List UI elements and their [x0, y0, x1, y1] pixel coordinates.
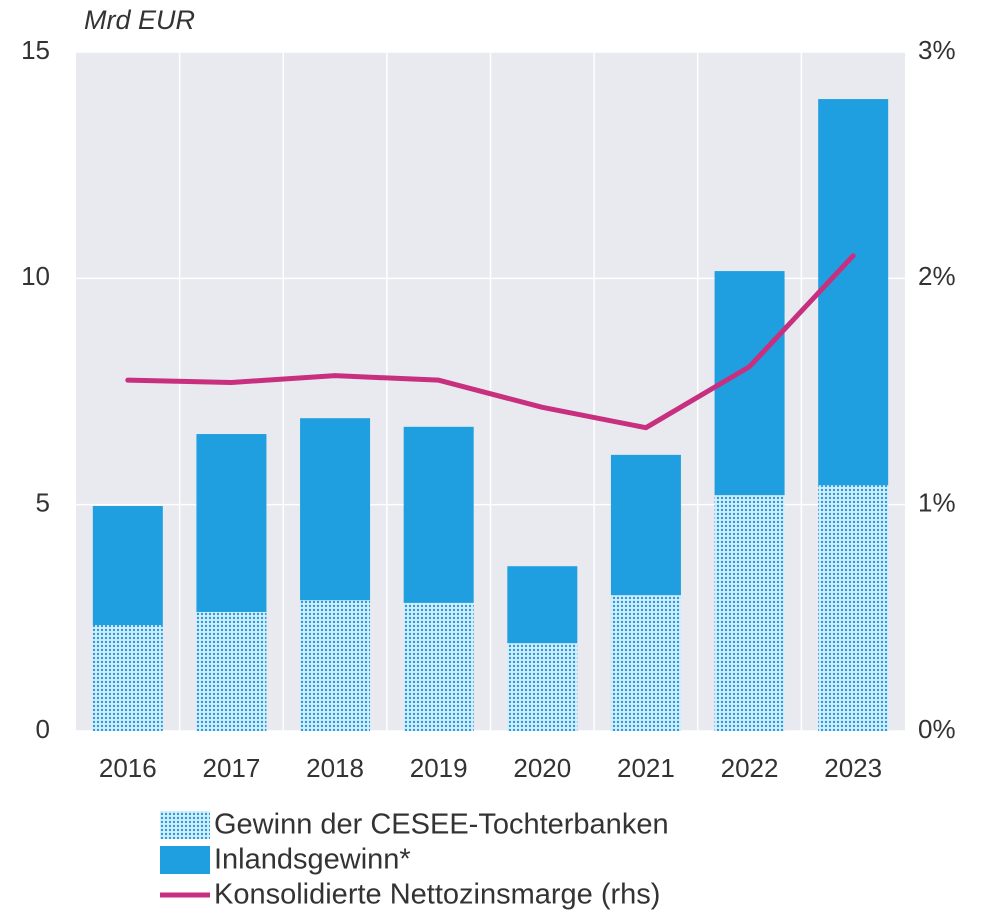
y-tick-label: 15 [21, 35, 50, 65]
x-tick-label: 2019 [410, 753, 468, 783]
bar [818, 485, 889, 731]
bar [403, 602, 474, 731]
bar [196, 434, 267, 612]
x-tick-label: 2017 [203, 753, 261, 783]
legend-swatch [160, 846, 210, 874]
bar [610, 595, 681, 731]
x-tick-label: 2022 [721, 753, 779, 783]
bar [300, 418, 371, 601]
legend-label: Inlandsgewinn* [214, 844, 411, 876]
legend-swatch [160, 811, 210, 839]
legend-label: Konsolidierte Nettozinsmarge (rhs) [214, 879, 660, 911]
bar [403, 426, 474, 603]
x-tick-label: 2016 [99, 753, 157, 783]
bar [610, 454, 681, 596]
bar [92, 625, 163, 731]
legend-label: Gewinn der CESEE-Tochterbanken [214, 809, 669, 841]
y2-tick-label: 2% [918, 261, 956, 291]
bar [300, 600, 371, 731]
x-tick-label: 2018 [306, 753, 364, 783]
bar [714, 495, 785, 731]
line-series [125, 253, 856, 431]
bar [92, 506, 163, 626]
x-tick-label: 2021 [617, 753, 675, 783]
x-tick-label: 2020 [513, 753, 571, 783]
y-tick-label: 0 [36, 714, 50, 744]
y-tick-label: 5 [36, 488, 50, 518]
axis-unit: Mrd EUR [84, 5, 195, 35]
y2-tick-label: 1% [918, 488, 956, 518]
y2-tick-label: 3% [918, 35, 956, 65]
bar [196, 611, 267, 731]
y2-tick-label: 0% [918, 714, 956, 744]
bar [818, 99, 889, 486]
bar [507, 566, 578, 644]
y-tick-label: 10 [21, 261, 50, 291]
x-tick-label: 2023 [824, 753, 882, 783]
bar [507, 643, 578, 731]
